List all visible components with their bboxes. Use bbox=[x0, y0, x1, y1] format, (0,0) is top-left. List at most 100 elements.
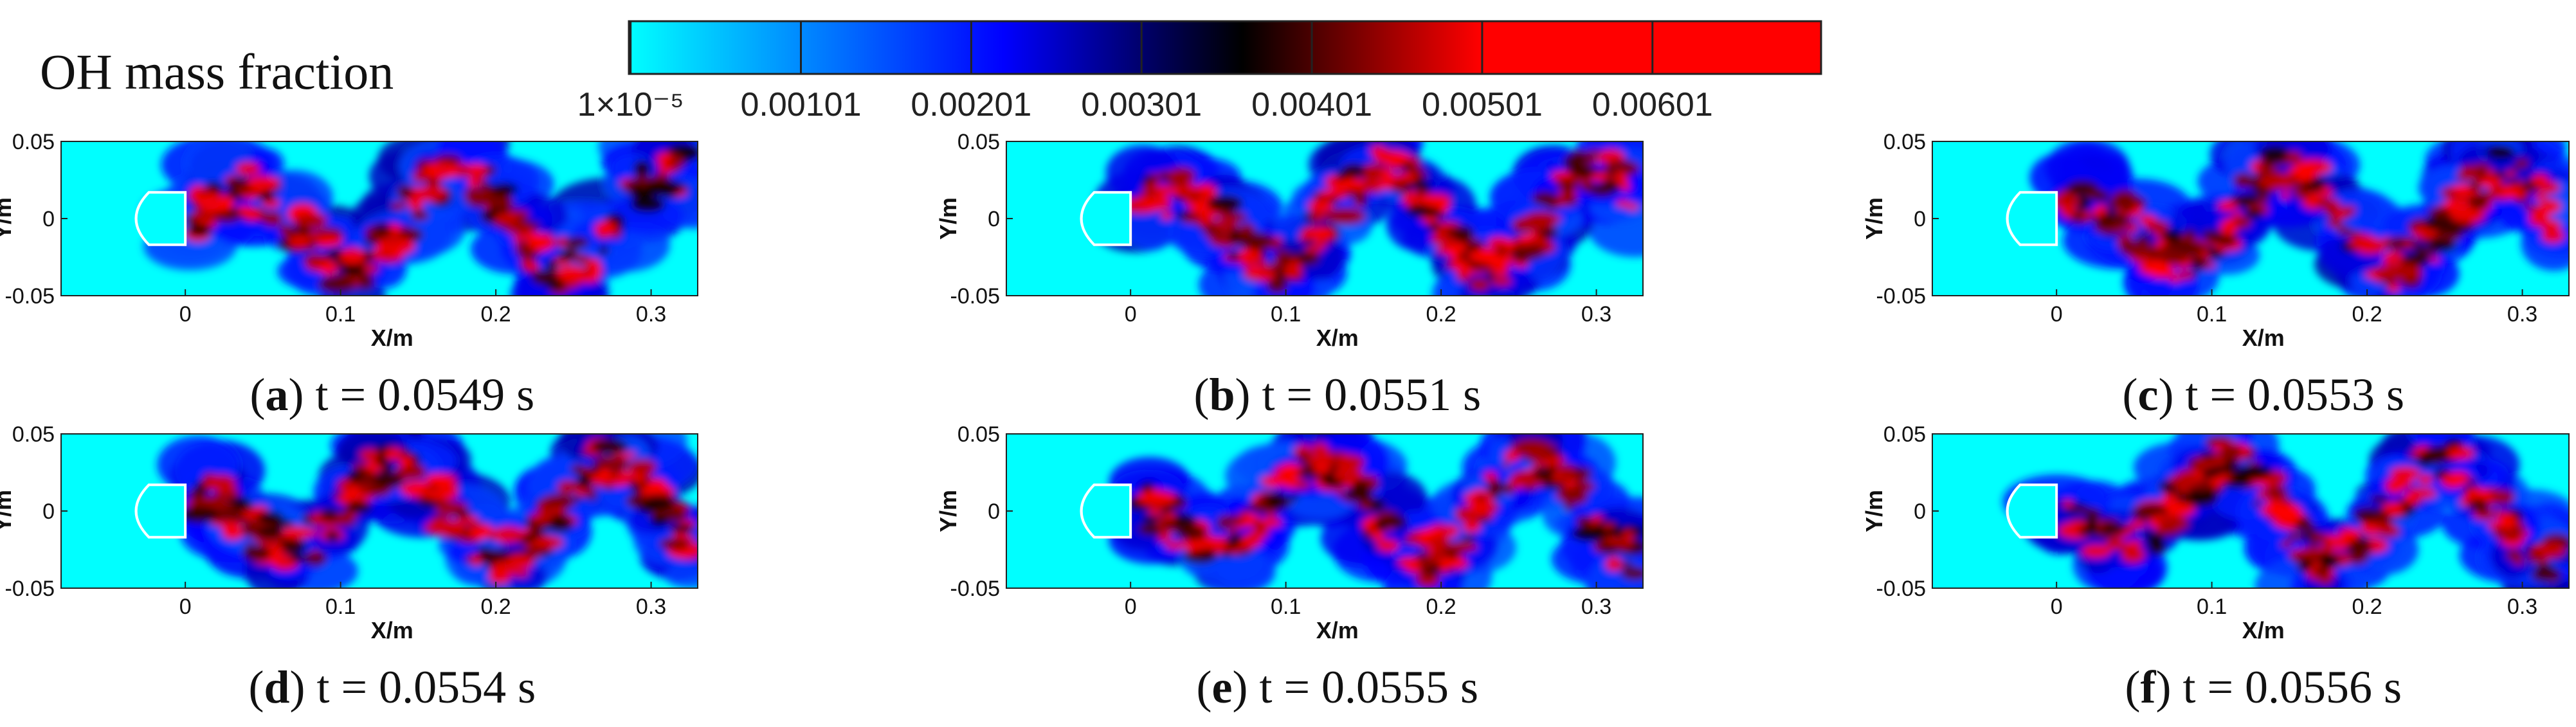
flame-core bbox=[1621, 183, 1631, 192]
flame-core bbox=[359, 449, 379, 461]
flame-core bbox=[316, 235, 343, 247]
panel-caption: (a) t = 0.0549 s bbox=[250, 369, 535, 420]
flame-core bbox=[2538, 199, 2561, 214]
flame-core bbox=[2384, 236, 2418, 251]
flame-core bbox=[1431, 548, 1448, 561]
flame-core bbox=[222, 527, 244, 541]
flame-core bbox=[383, 236, 403, 249]
flame-core bbox=[2531, 568, 2562, 582]
flame-core bbox=[331, 514, 356, 526]
y-axis-label: Y/m bbox=[0, 490, 16, 532]
flame-core bbox=[2420, 246, 2439, 256]
flame-structure bbox=[528, 459, 583, 507]
flame-core bbox=[1261, 517, 1282, 528]
flame-core bbox=[1406, 203, 1439, 218]
flame-core bbox=[496, 195, 507, 202]
flame-core bbox=[1235, 521, 1249, 530]
flame-core bbox=[1286, 258, 1302, 273]
flame-core bbox=[1369, 498, 1385, 511]
y-tick-label: 0 bbox=[988, 499, 1000, 524]
flame-core bbox=[2161, 229, 2183, 242]
flame-core bbox=[1559, 463, 1576, 480]
flame-core bbox=[1236, 232, 1275, 250]
bluff-body bbox=[134, 483, 187, 539]
flame-core bbox=[319, 262, 338, 275]
flame-core bbox=[2075, 508, 2088, 514]
flame-core bbox=[411, 210, 429, 221]
flame-core bbox=[2340, 205, 2357, 215]
y-axis-label: Y/m bbox=[935, 490, 961, 532]
flame-core bbox=[564, 237, 589, 248]
flame-core bbox=[1374, 534, 1384, 543]
y-tick-label: -0.05 bbox=[950, 284, 1001, 309]
flame-core bbox=[2519, 183, 2540, 193]
flame-core bbox=[2390, 467, 2421, 480]
flame-core bbox=[2377, 525, 2400, 538]
flame-core bbox=[1204, 229, 1226, 238]
flame-core bbox=[2280, 540, 2292, 548]
flame-core bbox=[669, 523, 694, 534]
flame-core bbox=[2082, 544, 2111, 558]
flame-core bbox=[1296, 467, 1311, 478]
flame-core bbox=[2338, 528, 2359, 542]
colorbar-tick-label: 0.00301 bbox=[1081, 86, 1202, 123]
flame-core bbox=[1307, 199, 1333, 213]
flame-core bbox=[1397, 185, 1403, 191]
panel-caption: (b) t = 0.0551 s bbox=[1193, 369, 1481, 420]
flame-core bbox=[235, 162, 261, 176]
flame-core bbox=[408, 199, 424, 211]
flame-core bbox=[2476, 509, 2494, 519]
flame-core bbox=[1248, 266, 1262, 275]
flame-core bbox=[2238, 176, 2255, 186]
x-tick-label: 0.1 bbox=[1271, 595, 1301, 619]
flame-core bbox=[1491, 276, 1512, 286]
flame-core bbox=[1392, 172, 1417, 183]
flame-core bbox=[506, 222, 534, 234]
flame-core bbox=[1590, 515, 1602, 523]
y-tick-label: -0.05 bbox=[950, 577, 1001, 601]
flame-core bbox=[1137, 490, 1176, 506]
flame-core bbox=[2429, 256, 2441, 263]
flame-core bbox=[1455, 507, 1473, 522]
x-tick-label: 0.2 bbox=[480, 302, 511, 327]
flame-core bbox=[2190, 255, 2209, 271]
flame-core bbox=[2237, 464, 2273, 480]
flame-core bbox=[1343, 188, 1365, 198]
flame-core bbox=[1208, 195, 1243, 212]
flame-core bbox=[1477, 517, 1491, 523]
flame-core bbox=[494, 213, 518, 224]
heatmap-structures bbox=[157, 434, 698, 588]
flame-core bbox=[1217, 515, 1242, 526]
flame-core bbox=[531, 237, 549, 246]
flame-core bbox=[2148, 248, 2186, 264]
panel-caption: (c) t = 0.0553 s bbox=[2123, 369, 2405, 420]
flame-core bbox=[233, 502, 255, 511]
flame-core bbox=[1495, 484, 1515, 492]
x-tick-label: 0.2 bbox=[2352, 302, 2382, 327]
flame-core bbox=[1586, 155, 1597, 164]
flame-core bbox=[208, 474, 236, 492]
colorbar-gradient bbox=[628, 20, 1822, 75]
flame-core bbox=[385, 447, 403, 460]
flame-core bbox=[624, 451, 637, 458]
flame-core bbox=[1175, 525, 1206, 541]
flame-core bbox=[1566, 195, 1576, 206]
y-tick-label: -0.05 bbox=[5, 577, 55, 601]
heatmap-structures bbox=[2002, 434, 2569, 588]
flame-core bbox=[1354, 200, 1364, 207]
y-tick-label: 0.05 bbox=[957, 130, 1000, 154]
flame-core bbox=[2505, 170, 2516, 178]
panels: 0 0.1 0.2 0.3 0.05 0 -0.05 X/m Y/m (a) t = 0.0549… bbox=[0, 130, 2570, 713]
flame-core bbox=[1175, 211, 1190, 220]
flame-core bbox=[470, 521, 484, 528]
heatmap-field bbox=[1932, 434, 2569, 588]
flame-core bbox=[1587, 149, 1602, 156]
flame-core bbox=[179, 506, 219, 524]
flame-core bbox=[1374, 519, 1390, 532]
flame-core bbox=[2076, 195, 2091, 210]
flame-core bbox=[1293, 449, 1307, 458]
panel-caption: (e) t = 0.0555 s bbox=[1197, 661, 1479, 713]
flame-core bbox=[346, 501, 373, 514]
flame-core bbox=[424, 519, 466, 536]
flame-core bbox=[1432, 211, 1446, 219]
